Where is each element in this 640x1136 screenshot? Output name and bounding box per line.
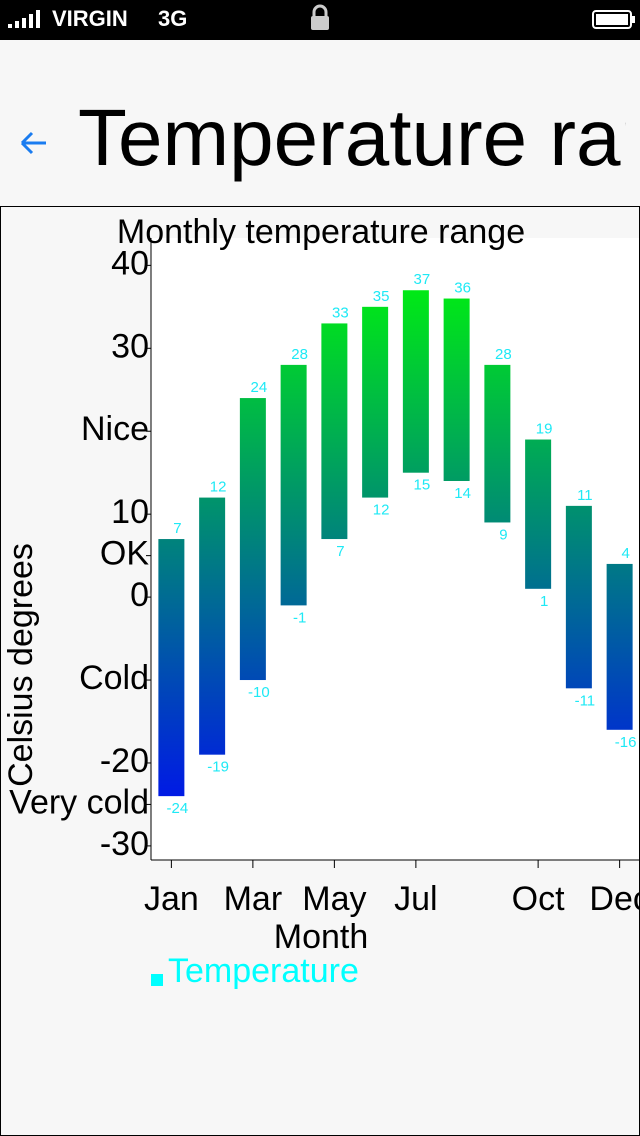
- x-tick-label: Jul: [394, 880, 437, 918]
- battery-level: [596, 14, 628, 25]
- x-tick-label: Jan: [144, 880, 199, 918]
- y-tick-label: Very cold: [9, 783, 149, 821]
- data-label-low: 1: [540, 593, 548, 610]
- range-bar: [484, 364, 511, 523]
- signal-bar: [22, 18, 26, 28]
- data-label-low: -10: [248, 684, 270, 701]
- data-label-low: 15: [414, 477, 431, 494]
- nav-bar: Temperature range: [0, 40, 640, 206]
- y-tick-label: Nice: [81, 410, 149, 448]
- range-bar: [565, 505, 592, 689]
- x-tick-label: May: [302, 880, 366, 918]
- data-label-high: 4: [621, 545, 629, 562]
- range-bar: [239, 398, 266, 681]
- lock-shackle: [312, 4, 328, 16]
- data-label-high: 11: [577, 487, 593, 504]
- y-tick-label: -20: [100, 742, 149, 780]
- y-tick-label: -30: [100, 825, 149, 863]
- plot-background: [151, 238, 639, 860]
- legend-marker: [151, 974, 163, 986]
- data-label-low: -24: [167, 800, 189, 817]
- nav-title: Temperature range: [78, 93, 640, 182]
- signal-bar: [29, 14, 33, 28]
- range-bar: [158, 539, 185, 797]
- signal-bar: [36, 10, 40, 28]
- data-label-low: -19: [207, 759, 229, 776]
- chart-container: Monthly temperature range -30 Very cold -20…: [0, 206, 640, 1136]
- data-label-high: 28: [495, 346, 512, 363]
- data-label-low: 12: [373, 502, 390, 519]
- status-icons: VIRGIN 3G: [8, 4, 635, 31]
- data-label-low: -1: [293, 609, 306, 626]
- data-label-high: 19: [536, 420, 553, 437]
- data-label-high: 28: [291, 346, 308, 363]
- data-label-high: 33: [332, 304, 349, 321]
- range-bar: [525, 439, 552, 589]
- range-bar: [443, 298, 470, 481]
- y-tick-label: 30: [111, 327, 149, 365]
- carrier: VIRGIN: [52, 6, 128, 31]
- signal-bar: [15, 21, 19, 28]
- x-axis-title: Month: [274, 918, 369, 956]
- range-bar: [280, 364, 307, 606]
- x-tick-label: Mar: [224, 880, 283, 918]
- range-bar: [199, 497, 226, 755]
- nav-clip: [626, 40, 640, 206]
- chart-title: Monthly temperature range: [117, 213, 525, 251]
- y-tick-label: Cold: [79, 659, 149, 697]
- battery-tip: [632, 16, 635, 23]
- data-label-low: -16: [615, 734, 637, 751]
- data-label-low: 9: [499, 526, 507, 543]
- legend-label: Temperature: [168, 952, 359, 990]
- range-bar: [606, 563, 633, 730]
- data-label-high: 12: [210, 479, 227, 496]
- range-bar: [402, 290, 429, 473]
- y-tick-label: 0: [130, 576, 149, 614]
- data-label-low: 7: [336, 543, 344, 560]
- y-tick-label: 40: [111, 244, 149, 282]
- back-button[interactable]: [20, 131, 46, 155]
- range-bar: [321, 323, 348, 540]
- x-tick-label: Dec: [589, 880, 639, 918]
- y-axis-title: Celsius degrees: [2, 543, 40, 787]
- data-label-high: 35: [373, 288, 390, 305]
- lock-icon: [311, 16, 329, 30]
- status-bar: VIRGIN 3G: [0, 0, 640, 40]
- battery: [592, 10, 632, 29]
- data-label-low: -11: [575, 692, 596, 709]
- data-label-high: 24: [251, 379, 268, 396]
- network: 3G: [158, 6, 187, 31]
- range-bar: [362, 306, 389, 498]
- data-label-high: 36: [454, 280, 471, 297]
- nav-content: Temperature range: [20, 40, 640, 206]
- data-label-high: 37: [414, 271, 431, 288]
- data-label-low: 14: [454, 485, 471, 502]
- y-tick-label: OK: [100, 535, 149, 573]
- x-tick-label: Oct: [512, 880, 565, 918]
- signal-bar: [8, 24, 12, 28]
- chart: Monthly temperature range -30 Very cold-20…: [2, 213, 639, 990]
- y-tick-label: 10: [111, 493, 149, 531]
- data-label-high: 7: [173, 520, 181, 537]
